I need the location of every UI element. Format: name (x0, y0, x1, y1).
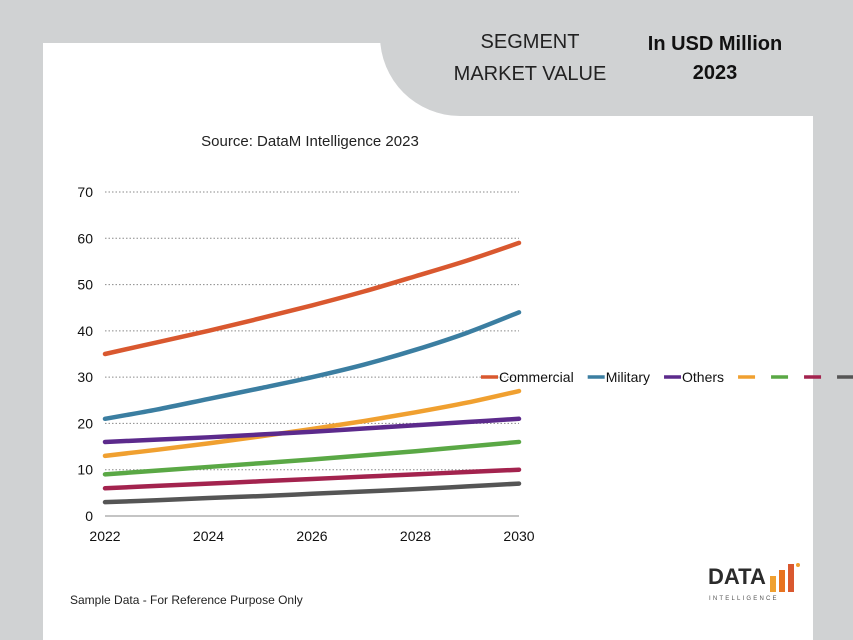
legend-label-military: Military (606, 369, 650, 385)
unit-title: In USD Million 2023 (647, 33, 783, 84)
series-line-others (102, 416, 522, 445)
y-tick-label: 30 (77, 369, 93, 385)
legend-label-commercial: Commercial (499, 369, 574, 385)
x-tick-label: 2028 (400, 528, 431, 544)
series-line-unnamed-4 (102, 388, 522, 459)
datam-logo: DATA INTELLIGENCE (708, 556, 804, 610)
y-tick-label: 60 (77, 230, 93, 246)
x-tick-label: 2026 (296, 528, 327, 544)
segment-title: SEGMENT MARKET VALUE (453, 31, 607, 85)
x-tick-label: 2024 (193, 528, 224, 544)
y-tick-label: 10 (77, 462, 93, 478)
series-line-unnamed-6 (102, 467, 522, 491)
logo-bars-icon (770, 563, 800, 592)
series-line-commercial (102, 240, 522, 357)
chart-title: Source: DataM Intelligence 2023 (201, 133, 419, 150)
footnote: Sample Data - For Reference Purpose Only (70, 593, 303, 607)
series-line-unnamed-7 (102, 481, 522, 505)
y-tick-label: 50 (77, 277, 93, 293)
logo-subtitle: INTELLIGENCE (709, 596, 779, 602)
y-tick-label: 20 (77, 415, 93, 431)
y-tick-label: 0 (85, 508, 93, 524)
header-panel (380, 0, 853, 116)
legend-label-others: Others (682, 369, 724, 385)
x-tick-label: 2022 (89, 528, 120, 544)
x-tick-label: 2030 (503, 528, 534, 544)
y-tick-label: 70 (77, 184, 93, 200)
y-tick-label: 40 (77, 323, 93, 339)
series-line-military (102, 310, 522, 422)
series-line-unnamed-5 (102, 439, 522, 477)
logo-wordmark: DATA (708, 564, 766, 589)
